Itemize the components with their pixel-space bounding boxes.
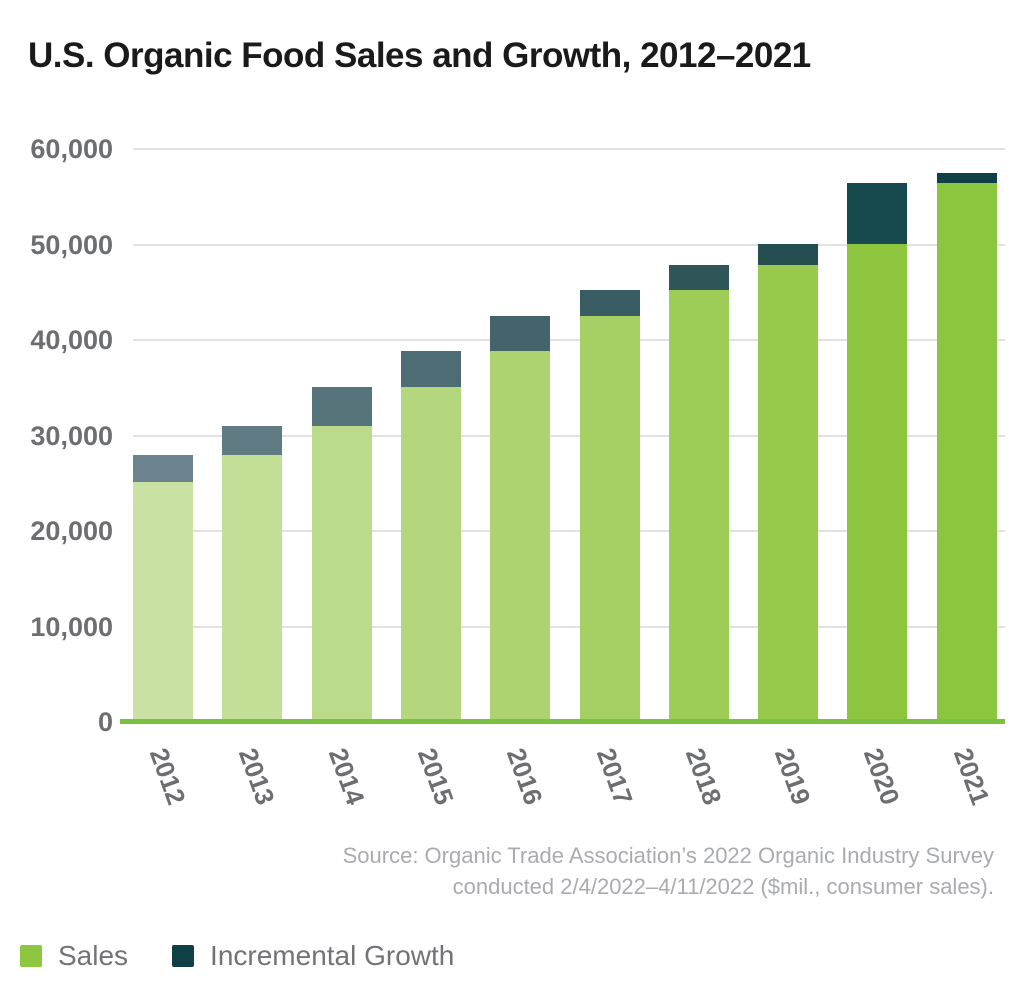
x-axis-label-2012: 2012: [143, 744, 192, 809]
sales-segment-2021: [936, 183, 997, 722]
bar-2018: [668, 264, 729, 722]
sales-segment-2015: [400, 386, 461, 722]
sales-segment-2013: [222, 454, 283, 722]
bar-2015: [400, 351, 461, 722]
bar-2019: [758, 243, 819, 722]
growth-segment-2012: [133, 454, 193, 482]
bar-2017: [579, 290, 640, 722]
growth-segment-2013: [222, 425, 283, 455]
y-axis-label-30000: 30,000: [30, 420, 113, 451]
x-axis-label-2015: 2015: [411, 744, 460, 809]
sales-segment-2020: [847, 243, 908, 722]
gridline-60000: [133, 148, 1005, 150]
legend-item-sales: Sales: [20, 940, 128, 972]
x-axis-label-2019: 2019: [768, 744, 817, 809]
growth-segment-2020: [847, 183, 908, 244]
bar-2016: [490, 316, 551, 722]
x-axis-label-2017: 2017: [590, 744, 639, 809]
sales-segment-2017: [579, 316, 640, 722]
growth-segment-2016: [490, 316, 551, 352]
growth-segment-2021: [936, 172, 997, 184]
sales-segment-2018: [668, 290, 729, 722]
bar-2013: [222, 425, 283, 722]
plot-area: [120, 148, 1005, 724]
gridline-50000: [133, 243, 1005, 246]
source-line-2: conducted 2/4/2022–4/11/2022 ($mil., con…: [452, 874, 994, 899]
legend-item-incremental-growth: Incremental Growth: [172, 940, 454, 972]
x-axis-label-2018: 2018: [679, 744, 728, 809]
growth-segment-2017: [579, 290, 640, 317]
y-axis-label-50000: 50,000: [30, 229, 113, 260]
bar-2014: [311, 386, 372, 722]
sales-segment-2014: [311, 425, 372, 722]
y-axis-label-10000: 10,000: [30, 611, 113, 642]
legend-swatch-sales: [20, 945, 42, 967]
sales-segment-2019: [758, 264, 819, 722]
gridline-20000: [133, 530, 1005, 532]
source-text: Source: Organic Trade Association’s 2022…: [343, 840, 994, 902]
x-axis-label-2020: 2020: [858, 744, 907, 809]
x-axis-label-2013: 2013: [233, 744, 282, 809]
bar-2020: [847, 183, 908, 722]
gridline-40000: [133, 339, 1005, 341]
y-axis-labels: 0 10,000 20,000 30,000 40,000 50,000 60,000: [0, 134, 113, 737]
x-axis-label-2021: 2021: [947, 744, 996, 809]
page-title: U.S. Organic Food Sales and Growth, 2012…: [28, 36, 811, 75]
y-axis-label-0: 0: [97, 707, 113, 737]
y-axis-label-60000: 60,000: [30, 134, 113, 164]
y-axis-label-40000: 40,000: [30, 325, 113, 355]
gridline-30000: [133, 434, 1005, 437]
x-axis-labels: 2012 2013 2014 2015 2016 2017 2018 2019 2020 2021: [125, 742, 1005, 832]
sales-segment-2016: [490, 351, 551, 722]
x-axis-label-2014: 2014: [322, 744, 371, 809]
y-axis-label-20000: 20,000: [30, 516, 113, 546]
sales-segment-2012: [133, 481, 193, 722]
x-axis-label-2016: 2016: [500, 744, 549, 809]
growth-segment-2019: [758, 243, 819, 265]
legend-label-incremental-growth: Incremental Growth: [210, 940, 455, 971]
growth-segment-2015: [400, 351, 461, 387]
legend-label-sales: Sales: [58, 940, 129, 971]
bar-2012: [133, 454, 193, 722]
legend-swatch-incremental-growth: [172, 945, 195, 967]
growth-segment-2014: [311, 386, 372, 426]
source-line-1: Source: Organic Trade Association’s 2022…: [342, 843, 994, 868]
growth-segment-2018: [668, 264, 729, 291]
legend: Sales Incremental Growth: [20, 940, 454, 972]
gridline-10000: [133, 625, 1005, 628]
x-axis-baseline: [120, 719, 1005, 724]
bar-2021: [936, 172, 997, 722]
